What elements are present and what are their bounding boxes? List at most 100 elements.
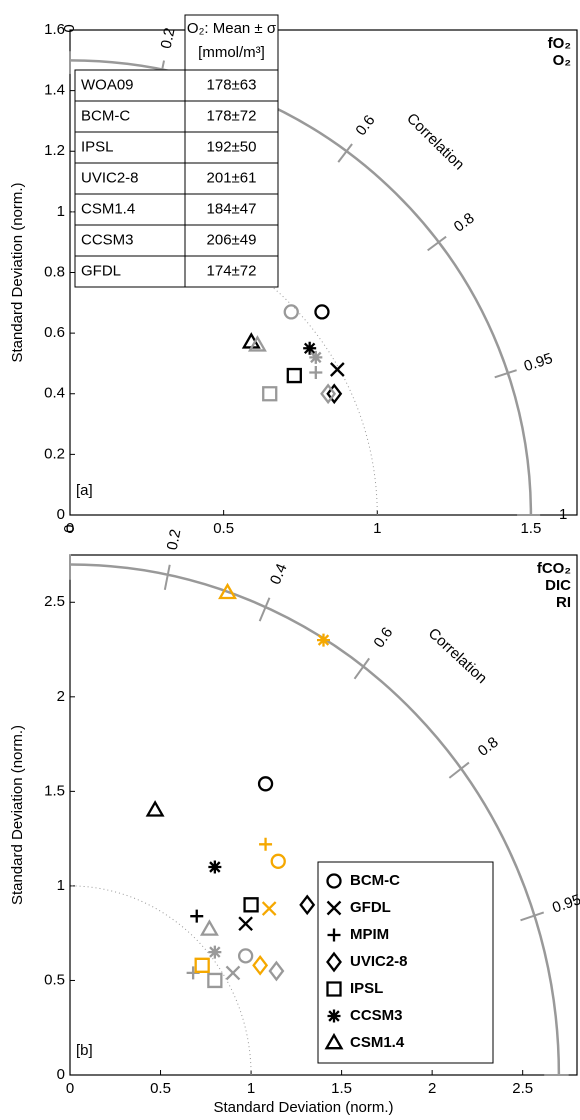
- legend-marker: [327, 928, 341, 942]
- data-marker: [268, 960, 285, 982]
- correlation-tick: [163, 564, 171, 590]
- data-marker: [194, 957, 210, 973]
- correlation-label: 0.2: [158, 26, 179, 50]
- correlation-tick: [427, 235, 447, 252]
- data-marker: [145, 800, 165, 817]
- legend-marker: [326, 981, 342, 997]
- correlation-tick: [520, 911, 545, 922]
- correlation-tick: [448, 761, 470, 779]
- x-tick-label: 0: [66, 1080, 74, 1097]
- reference-arc: [69, 563, 561, 1076]
- data-marker: [309, 366, 323, 380]
- table-cell: 192±50: [207, 138, 257, 155]
- y-tick-label: 1.4: [44, 82, 65, 99]
- y-tick-label: 0.5: [44, 971, 65, 988]
- correlation-label: 0: [61, 525, 78, 533]
- table-cell: IPSL: [81, 138, 114, 155]
- table-cell: 178±72: [207, 107, 257, 124]
- y-tick-label: 2.5: [44, 593, 65, 610]
- correlation-tick: [353, 657, 371, 680]
- table-cell: UVIC2-8: [81, 169, 139, 186]
- data-marker: [309, 350, 323, 364]
- table-cell: BCM-C: [81, 107, 130, 124]
- data-marker: [299, 894, 316, 916]
- correlation-label: 0.4: [267, 561, 291, 587]
- legend-marker: [324, 1032, 344, 1050]
- legend-entry: DIC: [545, 577, 571, 594]
- y-tick-label: 1.2: [44, 142, 65, 159]
- legend-label: CCSM3: [350, 1007, 403, 1024]
- legend-entry: fCO₂: [537, 560, 571, 577]
- x-tick-label: 2.5: [512, 1080, 533, 1097]
- data-marker: [218, 582, 237, 600]
- observed-std-arc: [69, 885, 252, 1076]
- data-marker: [317, 633, 330, 647]
- stats-table: O₂: Mean ± σ [mmol/m³] WOA09 178±63 BCM-C 178…: [74, 14, 279, 288]
- y-tick-label: 0.2: [44, 445, 65, 462]
- table-cell: 206±49: [207, 231, 257, 248]
- legend-marker: [326, 873, 342, 889]
- y-axis-label: Standard Deviation (norm.): [9, 725, 26, 905]
- x-tick-label: 0.5: [150, 1080, 171, 1097]
- y-tick-label: 1.6: [44, 21, 65, 38]
- legend-entry: fO₂: [548, 35, 571, 52]
- correlation-title: Correlation: [425, 625, 490, 687]
- y-tick-label: 0: [57, 506, 65, 523]
- data-marker: [237, 948, 254, 964]
- legend-entry: RI: [556, 594, 571, 611]
- data-marker: [252, 954, 269, 976]
- data-marker: [262, 386, 278, 402]
- correlation-label: 0.2: [164, 528, 185, 552]
- data-marker: [238, 916, 253, 932]
- data-marker: [320, 383, 337, 405]
- correlation-label: 0.6: [352, 112, 378, 139]
- panel: 0 0.5 1 1.5 0 0.2 0.4 0.6 0.8 1 1.2 1.4 1.6 Standard …: [9, 14, 578, 537]
- data-marker: [259, 837, 273, 851]
- legend-label: BCM-C: [350, 872, 400, 889]
- legend-marker: [326, 900, 342, 916]
- y-tick-label: 1: [57, 877, 65, 894]
- plot-frame: [69, 554, 578, 1076]
- data-marker: [208, 945, 222, 959]
- data-marker: [286, 367, 302, 384]
- y-tick-label: 0: [57, 1066, 65, 1083]
- data-marker: [190, 909, 204, 923]
- x-tick-label: 1: [373, 520, 381, 537]
- y-tick-label: 2: [57, 688, 65, 705]
- x-tick-label: 0.5: [213, 520, 234, 537]
- data-marker: [270, 853, 286, 869]
- correlation-tick: [337, 143, 353, 163]
- y-tick-label: 1: [57, 203, 65, 220]
- table-cell: 201±61: [207, 169, 257, 186]
- marker-legend-box: [317, 861, 494, 1064]
- correlation-label: 0.8: [475, 734, 502, 760]
- panel-label: [a]: [76, 482, 93, 499]
- x-axis-label: Standard Deviation (norm.): [213, 1099, 393, 1116]
- legend-marker: [326, 951, 342, 973]
- table-cell: WOA09: [81, 76, 134, 93]
- correlation-label: 0.95: [522, 350, 555, 375]
- legend-label: UVIC2-8: [350, 953, 408, 970]
- y-axis-label: Standard Deviation (norm.): [9, 182, 26, 362]
- legend-label: MPIM: [350, 926, 389, 943]
- table-cell: 174±72: [207, 262, 257, 279]
- correlation-title: Correlation: [403, 110, 467, 173]
- data-marker: [199, 919, 219, 936]
- data-marker: [247, 335, 267, 352]
- data-marker: [257, 776, 274, 792]
- x-tick-label: 0: [66, 520, 74, 537]
- y-tick-label: 0.6: [44, 324, 65, 341]
- legend-label: CSM1.4: [350, 1034, 405, 1051]
- data-marker: [225, 965, 241, 981]
- panel: 0 0.5 1 1.5 2 2.5 0 0.5 1 1.5 2 2.5 Standard Deviati…: [9, 525, 580, 1116]
- panel-label: [b]: [76, 1042, 93, 1059]
- x-tick-label: 1: [247, 1080, 255, 1097]
- correlation-tick: [258, 597, 271, 622]
- y-tick-label: 1.5: [44, 782, 65, 799]
- data-marker: [207, 972, 223, 989]
- correlation-label: 0.6: [370, 624, 396, 651]
- correlation-label: 0.8: [451, 210, 478, 236]
- y-tick-label: 0.8: [44, 263, 65, 280]
- table-body: [74, 69, 279, 288]
